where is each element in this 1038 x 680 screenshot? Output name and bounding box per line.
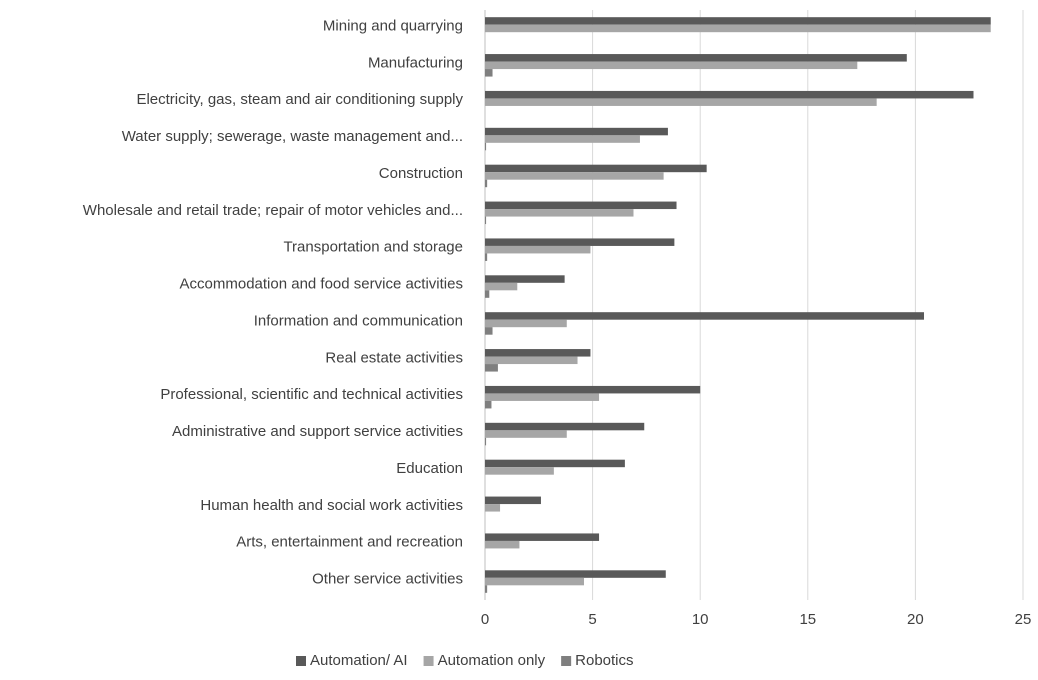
- bar: [485, 356, 578, 365]
- bar: [485, 540, 520, 549]
- bar: [485, 179, 488, 188]
- y-tick-label: Accommodation and food service activitie…: [180, 276, 463, 293]
- y-tick-label: Other service activities: [312, 571, 463, 588]
- bar: [485, 172, 664, 180]
- bar: [485, 496, 541, 505]
- legend-swatch: [296, 656, 306, 666]
- y-tick-label: Information and communication: [254, 312, 463, 329]
- x-tick-label: 25: [1015, 611, 1032, 628]
- bar: [485, 17, 991, 25]
- bar: [485, 437, 487, 446]
- bar: [485, 393, 600, 401]
- bar: [485, 349, 591, 357]
- bar: [485, 90, 974, 99]
- y-tick-label: Construction: [379, 165, 463, 182]
- y-tick-label: Administrative and support service activ…: [172, 423, 463, 440]
- bar: [485, 533, 600, 541]
- bar: [485, 164, 707, 173]
- bar: [485, 290, 490, 298]
- y-tick-label: Arts, entertainment and recreation: [236, 534, 463, 551]
- bar: [485, 54, 907, 62]
- bar: [485, 238, 675, 246]
- bar: [485, 430, 567, 438]
- bar: [485, 98, 877, 106]
- bar: [485, 24, 991, 33]
- bar: [485, 201, 677, 210]
- bar: [485, 385, 701, 394]
- bar: [485, 275, 565, 283]
- legend-swatch: [423, 656, 434, 666]
- bar: [485, 319, 567, 328]
- bar: [485, 364, 498, 372]
- y-tick-label: Education: [396, 460, 463, 477]
- y-tick-label: Professional, scientific and technical a…: [160, 386, 463, 403]
- bar: [485, 504, 501, 512]
- legend-swatch: [561, 656, 572, 666]
- y-tick-label: Mining and quarrying: [323, 17, 463, 34]
- y-tick-label: Real estate activities: [325, 349, 463, 366]
- bar: [485, 400, 492, 409]
- x-tick-label: 15: [799, 611, 816, 628]
- bar: [485, 253, 488, 261]
- bar: [485, 312, 925, 320]
- x-tick-label: 0: [481, 611, 489, 628]
- bar: [485, 127, 668, 136]
- bar: [485, 327, 493, 335]
- bar: [485, 467, 554, 475]
- bar: [485, 142, 487, 151]
- y-tick-label: Water supply; sewerage, waste management…: [122, 128, 463, 145]
- bar: [485, 422, 645, 431]
- bar: [485, 135, 640, 143]
- bar: [485, 282, 518, 291]
- bar: [485, 245, 591, 254]
- y-tick-label: Wholesale and retail trade; repair of mo…: [83, 202, 463, 219]
- legend-label: Robotics: [575, 652, 633, 669]
- bar: [485, 216, 487, 225]
- legend-label: Automation/ AI: [310, 652, 408, 669]
- bar: [485, 459, 625, 468]
- bar: [485, 577, 584, 586]
- bar: [485, 585, 488, 593]
- bar: [485, 69, 493, 77]
- bar: [485, 570, 666, 578]
- legend-label: Automation only: [438, 652, 546, 669]
- y-tick-label: Electricity, gas, steam and air conditio…: [136, 91, 463, 108]
- y-tick-label: Manufacturing: [368, 54, 463, 71]
- bar: [485, 61, 858, 70]
- bar: [485, 209, 634, 217]
- x-tick-label: 5: [588, 611, 596, 628]
- x-tick-label: 20: [907, 611, 924, 628]
- x-tick-label: 10: [692, 611, 709, 628]
- y-tick-label: Transportation and storage: [283, 239, 463, 256]
- y-tick-label: Human health and social work activities: [200, 497, 463, 514]
